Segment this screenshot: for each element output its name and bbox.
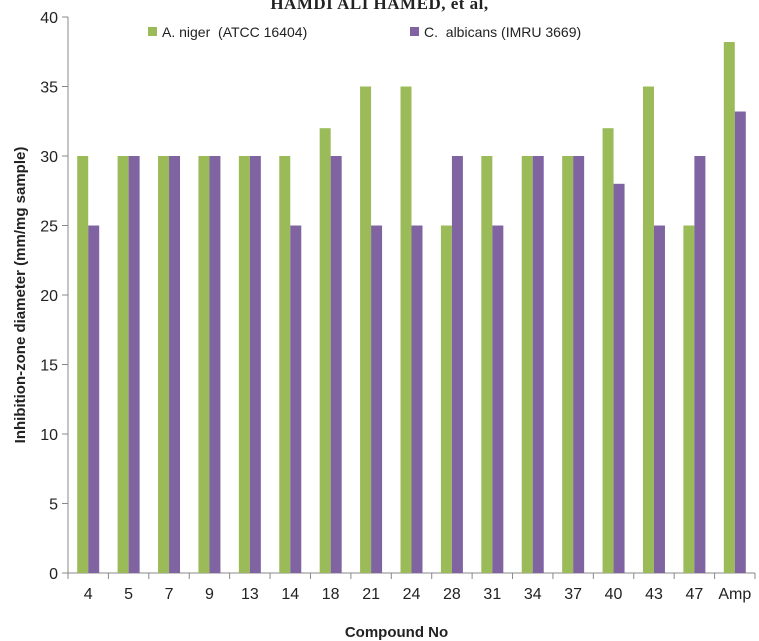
bar-c-albicans-13 (249, 156, 261, 573)
y-tick-label: 0 (49, 566, 58, 583)
bar-a-niger-13 (238, 156, 250, 573)
x-tick-label: 18 (322, 586, 340, 603)
x-tick-label: 13 (241, 586, 259, 603)
x-tick-label: 24 (403, 586, 421, 603)
bar-a-niger-40 (602, 128, 614, 573)
y-axis-title: Inhibition-zone diameter (mm/mg sample) (12, 147, 29, 444)
bar-a-niger-14 (279, 156, 291, 573)
bar-c-albicans-28 (451, 156, 463, 573)
y-tick-label: 20 (40, 288, 58, 305)
bar-a-niger-34 (521, 156, 533, 573)
bar-c-albicans-21 (371, 225, 383, 573)
x-tick-label: 31 (483, 586, 501, 603)
bar-a-niger-37 (562, 156, 574, 573)
bar-c-albicans-4 (88, 225, 100, 573)
bar-a-niger-Amp (723, 42, 735, 573)
bar-c-albicans-31 (492, 225, 504, 573)
legend-swatch (148, 27, 157, 36)
x-tick-label: 34 (524, 586, 542, 603)
bar-c-albicans-47 (694, 156, 706, 573)
chart-bars (77, 42, 746, 574)
x-tick-label: 21 (362, 586, 380, 603)
bar-a-niger-18 (319, 128, 331, 573)
y-tick-label: 10 (40, 427, 58, 444)
y-tick-label: 5 (49, 497, 58, 514)
bar-c-albicans-40 (613, 183, 625, 574)
bar-a-niger-7 (158, 156, 170, 573)
bar-a-niger-28 (440, 225, 452, 573)
bar-c-albicans-5 (128, 156, 140, 573)
bar-c-albicans-7 (169, 156, 181, 573)
bar-c-albicans-14 (290, 225, 302, 573)
y-tick-label: 25 (40, 219, 58, 236)
bar-c-albicans-18 (330, 156, 342, 573)
x-tick-label: 37 (564, 586, 582, 603)
x-tick-label: 14 (281, 586, 299, 603)
x-tick-label: 43 (645, 586, 663, 603)
bar-c-albicans-34 (532, 156, 544, 573)
bar-a-niger-24 (400, 86, 412, 573)
bar-c-albicans-43 (653, 225, 665, 573)
bar-a-niger-21 (360, 86, 372, 573)
bar-c-albicans-Amp (734, 111, 746, 574)
x-tick-label: 5 (124, 586, 133, 603)
bar-a-niger-5 (117, 156, 129, 573)
bar-a-niger-9 (198, 156, 210, 573)
x-tick-label: 47 (685, 586, 703, 603)
y-tick-label: 15 (40, 358, 58, 375)
x-tick-label: Amp (718, 586, 751, 603)
legend-label: C. albicans (IMRU 3669) (424, 24, 581, 40)
bar-a-niger-31 (481, 156, 493, 573)
y-tick-label: 30 (40, 149, 58, 166)
legend-swatch (410, 27, 419, 36)
y-tick-label: 35 (40, 80, 58, 97)
page-header: HAMDI ALI HAMED, et al, (270, 0, 489, 13)
legend-label: A. niger (ATCC 16404) (162, 24, 307, 40)
y-tick-label: 40 (40, 10, 58, 27)
bar-c-albicans-9 (209, 156, 221, 573)
x-axis-title: Compound No (345, 624, 448, 641)
x-tick-label: 4 (84, 586, 93, 603)
bar-a-niger-43 (642, 86, 654, 573)
x-tick-label: 9 (205, 586, 214, 603)
x-tick-label: 28 (443, 586, 461, 603)
bar-c-albicans-37 (573, 156, 585, 573)
chart-legend: A. niger (ATCC 16404) C. albicans (IMRU 3… (148, 24, 581, 40)
bar-a-niger-47 (683, 225, 695, 573)
x-tick-label: 40 (605, 586, 623, 603)
bar-a-niger-4 (77, 156, 89, 573)
x-tick-label: 7 (165, 586, 174, 603)
bar-c-albicans-24 (411, 225, 423, 573)
